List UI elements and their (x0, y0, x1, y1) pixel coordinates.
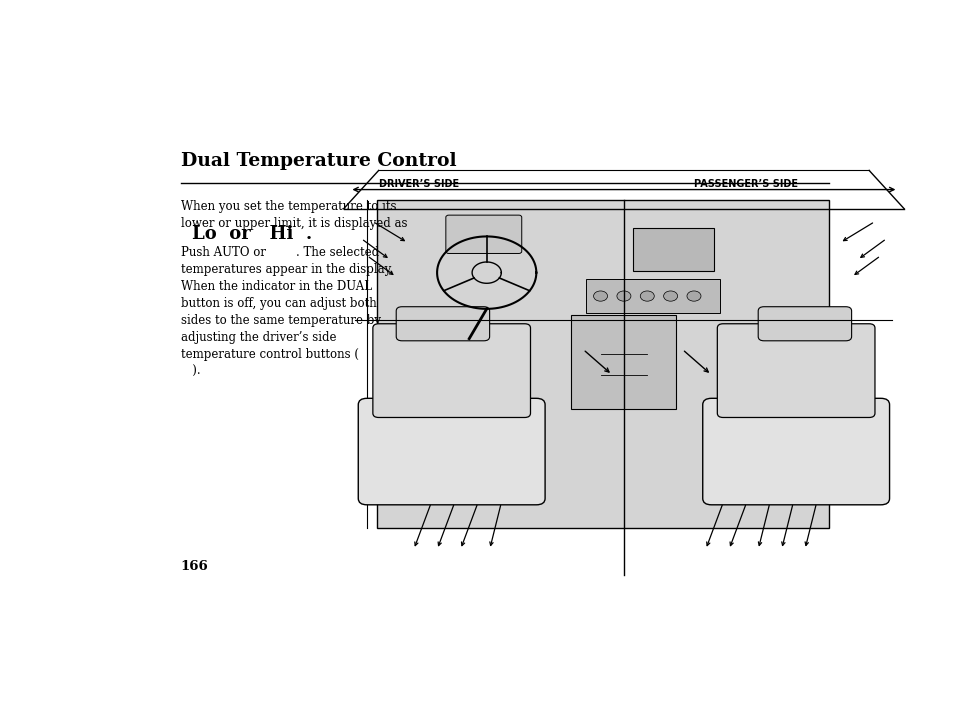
FancyBboxPatch shape (373, 324, 530, 417)
FancyBboxPatch shape (445, 215, 521, 253)
Bar (376, 200, 828, 528)
FancyBboxPatch shape (717, 324, 874, 417)
Text: Push AUTO or        . The selected
temperatures appear in the display.
When the : Push AUTO or . The selected temperatures… (180, 246, 393, 378)
Circle shape (639, 291, 654, 301)
Text: Dual Temperature Control: Dual Temperature Control (180, 152, 456, 170)
FancyBboxPatch shape (395, 307, 489, 341)
FancyBboxPatch shape (571, 315, 676, 409)
Text: DRIVER’S SIDE: DRIVER’S SIDE (378, 179, 458, 189)
Text: 166: 166 (180, 560, 208, 573)
Circle shape (663, 291, 677, 301)
FancyBboxPatch shape (758, 307, 851, 341)
FancyBboxPatch shape (702, 398, 888, 505)
FancyBboxPatch shape (585, 279, 720, 313)
FancyBboxPatch shape (632, 228, 714, 271)
FancyBboxPatch shape (358, 398, 544, 505)
Text: When you set the temperature to its
lower or upper limit, it is displayed as: When you set the temperature to its lowe… (180, 200, 407, 230)
Text: Lo  or   Hi  .: Lo or Hi . (192, 224, 312, 243)
Circle shape (617, 291, 630, 301)
Circle shape (593, 291, 607, 301)
Text: PASSENGER’S SIDE: PASSENGER’S SIDE (693, 179, 797, 189)
Circle shape (686, 291, 700, 301)
